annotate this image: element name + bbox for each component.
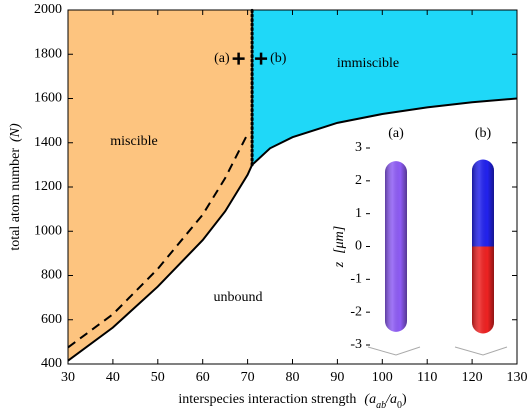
x-tick-label: 100 — [372, 370, 393, 385]
inset-tick-label: 1 — [355, 206, 362, 221]
x-tick-label: 40 — [106, 370, 120, 385]
y-tick-label: 1000 — [34, 223, 62, 238]
region — [68, 10, 253, 361]
x-tick-label: 60 — [196, 370, 210, 385]
region — [252, 10, 517, 165]
inset-panel-label: (b) — [475, 126, 492, 141]
x-tick-label: 110 — [417, 370, 437, 385]
inset-tick-label: -1 — [350, 272, 362, 287]
capsule-shade — [472, 159, 494, 247]
x-tick-label: 70 — [241, 370, 255, 385]
x-tick-label: 120 — [462, 370, 483, 385]
x-tick-label: 90 — [330, 370, 344, 385]
x-axis-label-part: ab — [376, 400, 386, 411]
y-tick-label: 1200 — [34, 179, 62, 194]
marker — [255, 52, 268, 65]
y-tick-label: 600 — [41, 312, 62, 327]
inset-base — [367, 346, 421, 356]
y-tick-label: 2000 — [34, 2, 62, 17]
y-axis-label-part: (N) — [8, 123, 23, 142]
capsule-shade — [385, 161, 407, 332]
inset-panel-label: (a) — [388, 126, 404, 141]
inset-axis-label-part: [μm] — [332, 226, 347, 254]
curve — [67, 97, 518, 362]
inset-tick-label: 2 — [355, 173, 362, 188]
x-axis-label: interspecies interaction strength (aab/a0… — [178, 392, 407, 411]
x-axis-label-part: ) — [402, 392, 407, 407]
y-tick-label: 1600 — [34, 91, 62, 106]
region-label: immiscible — [337, 56, 399, 71]
region-label: miscible — [110, 134, 157, 149]
x-tick-label: 50 — [151, 370, 165, 385]
inset-tick-label: -3 — [350, 337, 362, 352]
inset-axis-label-part: z — [332, 261, 347, 268]
y-axis-label-part: total atom number — [8, 148, 23, 251]
x-tick-label: 30 — [61, 370, 75, 385]
capsule-shade — [472, 246, 494, 334]
marker-label: (b) — [270, 51, 287, 66]
y-tick-label: 1800 — [34, 46, 62, 61]
x-axis-label-part: (a — [364, 392, 376, 407]
inset-base — [454, 346, 508, 356]
y-tick-label: 400 — [41, 356, 62, 371]
y-tick-label: 1400 — [34, 135, 62, 150]
inset-tick-label: 0 — [355, 239, 362, 254]
inset-axis-label: z [μm] — [332, 226, 347, 269]
inset-tick-label: -2 — [350, 304, 362, 319]
marker-label: (a) — [214, 51, 230, 66]
inset-tick-label: 3 — [355, 140, 362, 155]
y-tick-label: 800 — [41, 268, 62, 283]
x-tick-label: 130 — [507, 370, 528, 385]
marker — [232, 52, 245, 65]
curve — [67, 133, 249, 349]
region-label: unbound — [214, 290, 263, 305]
x-axis-label-part: interspecies interaction strength — [178, 392, 356, 407]
y-axis-label: total atom number (N) — [8, 123, 23, 251]
x-tick-label: 80 — [286, 370, 300, 385]
x-axis-label-part: 0 — [397, 400, 402, 411]
x-axis-label-part: /a — [385, 392, 397, 407]
